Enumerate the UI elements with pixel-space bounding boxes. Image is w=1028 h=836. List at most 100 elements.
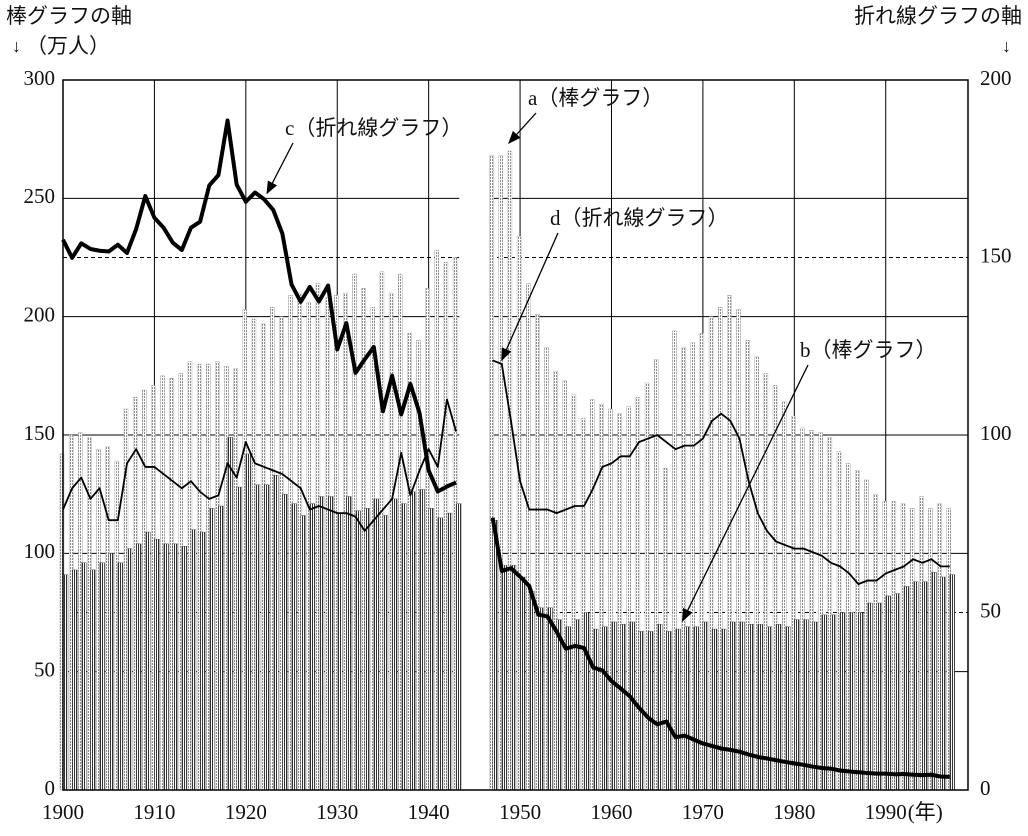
- plot-frame: [62, 79, 969, 791]
- bar: [209, 508, 215, 791]
- bar: [830, 614, 837, 791]
- annotation: d（折れ線グラフ）: [550, 206, 729, 230]
- bar: [455, 503, 462, 791]
- bar: [227, 437, 233, 791]
- bar: [775, 624, 782, 791]
- line: [490, 517, 950, 779]
- line: [62, 398, 457, 532]
- bar: [391, 498, 398, 791]
- y-tick-label: 200: [24, 302, 56, 326]
- bar: [602, 626, 608, 791]
- bar: [501, 564, 507, 791]
- bar: [71, 569, 78, 791]
- bar: [282, 493, 288, 791]
- bar: [254, 484, 261, 791]
- bar: [739, 621, 745, 791]
- x-tick-label: 1920: [225, 800, 267, 824]
- x-tick-label: 1980: [773, 800, 815, 824]
- bar: [99, 562, 105, 791]
- left-axis-label: 棒グラフの軸: [6, 4, 132, 28]
- bar: [666, 631, 672, 791]
- bar: [711, 628, 718, 791]
- annotation-arrow: [508, 112, 537, 144]
- bar: [766, 626, 773, 791]
- bar: [81, 562, 87, 791]
- bar: [593, 628, 599, 791]
- bar: [675, 628, 681, 791]
- bar: [163, 543, 169, 791]
- bar: [730, 621, 736, 791]
- bar: [858, 612, 864, 791]
- bar: [848, 612, 855, 791]
- y-tick-label: 100: [24, 539, 56, 563]
- y2-tick-label: 0: [980, 776, 991, 800]
- bar: [922, 581, 928, 791]
- bar: [437, 517, 443, 791]
- bar: [620, 624, 626, 791]
- bar: [346, 496, 352, 791]
- bar: [373, 498, 380, 791]
- bar: [410, 491, 416, 791]
- y2-tick-label: 50: [980, 598, 1001, 622]
- bar: [510, 564, 517, 791]
- bar: [903, 586, 910, 791]
- x-tick-label: 1990: [865, 800, 907, 824]
- bar: [839, 612, 846, 791]
- bar: [419, 489, 425, 791]
- bar: [428, 508, 434, 791]
- bar: [611, 621, 617, 791]
- bar: [108, 553, 114, 791]
- y2-tick-label: 200: [980, 66, 1012, 90]
- bar: [940, 576, 946, 791]
- bar: [693, 626, 699, 791]
- bar: [327, 496, 334, 791]
- bar: [135, 543, 142, 791]
- bar: [236, 486, 242, 791]
- bar: [318, 496, 325, 791]
- x-tick-label: 1910: [133, 800, 175, 824]
- annotation-arrow: [266, 142, 294, 195]
- x-tick-label: 1950: [499, 800, 541, 824]
- line: [492, 359, 950, 585]
- bar: [382, 515, 389, 791]
- bar: [245, 453, 252, 791]
- y-tick-label: 300: [24, 66, 56, 90]
- y2-tick-label: 150: [980, 243, 1012, 267]
- bar: [912, 581, 919, 791]
- bar: [364, 508, 370, 791]
- bar: [190, 529, 197, 791]
- bar: [656, 624, 663, 791]
- bar: [154, 538, 160, 791]
- bar: [702, 621, 709, 791]
- bar: [894, 593, 901, 791]
- bar: [309, 503, 316, 791]
- y-tick-label: 50: [34, 657, 55, 681]
- bar: [547, 607, 553, 791]
- bar: [519, 576, 526, 791]
- bar: [199, 531, 206, 791]
- bar: [583, 612, 590, 791]
- y-tick-label: 150: [24, 421, 56, 445]
- bar: [748, 624, 754, 791]
- bar: [629, 621, 635, 791]
- bar: [172, 543, 178, 791]
- bar: [300, 515, 306, 791]
- bar: [867, 602, 873, 791]
- x-tick-label: 1960: [590, 800, 632, 824]
- annotation: a（棒グラフ）: [528, 86, 663, 110]
- bar: [337, 512, 343, 791]
- x-unit: (年): [908, 800, 943, 824]
- bar: [556, 619, 562, 791]
- bar: [684, 626, 690, 791]
- bar: [821, 614, 827, 791]
- bar: [355, 510, 361, 791]
- bar: [145, 531, 151, 791]
- annotation: c（折れ線グラフ）: [285, 116, 462, 140]
- bar: [529, 591, 535, 791]
- x-tick-label: 1970: [682, 800, 724, 824]
- annotation: b（棒グラフ）: [800, 338, 937, 362]
- bar: [885, 595, 891, 791]
- bar: [949, 574, 955, 791]
